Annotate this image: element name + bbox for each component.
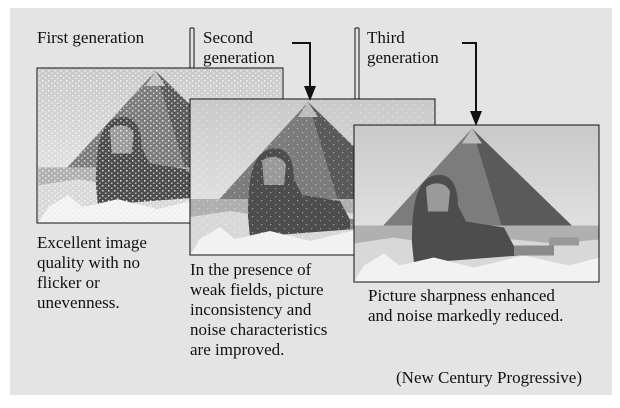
caption: Picture sharpness enhanced <box>368 286 555 305</box>
generation-label: generation <box>203 48 275 67</box>
caption: and noise markedly reduced. <box>368 306 563 325</box>
footer: (New Century Progressive) <box>396 368 582 387</box>
caption: In the presence of <box>190 260 312 279</box>
caption: Excellent image <box>37 233 147 252</box>
generation-label: First generation <box>37 28 145 47</box>
caption: noise characteristics <box>190 320 327 339</box>
caption: unevenness. <box>37 293 120 312</box>
caption: inconsistency and <box>190 300 312 319</box>
caption: flicker or <box>37 273 100 292</box>
page: {"generations": [ {"label": ["First gene… <box>0 0 620 403</box>
caption: quality with no <box>37 253 140 272</box>
figure: First generation Excellent imagequality w… <box>0 0 620 403</box>
photo-third <box>354 125 599 282</box>
caption: weak fields, picture <box>190 280 324 299</box>
generation-label: Second <box>203 28 254 47</box>
generation-label: generation <box>367 48 439 67</box>
caption: are improved. <box>190 340 284 359</box>
generation-label: Third <box>367 28 405 47</box>
